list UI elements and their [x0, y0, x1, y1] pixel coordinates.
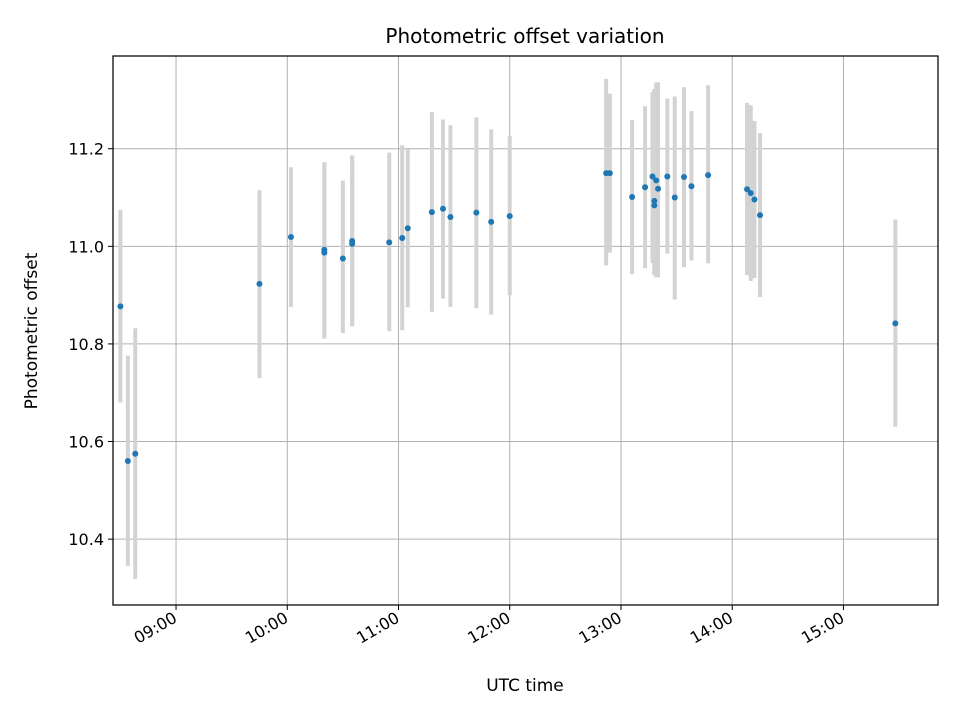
- data-point: [664, 173, 671, 180]
- data-point: [339, 255, 346, 262]
- y-tick-label: 11.2: [68, 140, 104, 159]
- chart-title: Photometric offset variation: [385, 24, 664, 48]
- data-point: [744, 186, 751, 193]
- data-point: [447, 214, 454, 221]
- data-point: [440, 205, 446, 212]
- data-point: [653, 177, 660, 184]
- data-point: [404, 225, 411, 232]
- y-tick-label: 11.0: [68, 237, 104, 256]
- data-point: [651, 197, 658, 204]
- data-point: [124, 458, 131, 465]
- data-point: [606, 170, 613, 177]
- data-point: [629, 194, 636, 201]
- y-tick-label: 10.8: [68, 335, 104, 354]
- y-axis: 10.4 10.6 10.8 11.0 11.2: [68, 140, 113, 549]
- data-points: [117, 170, 899, 465]
- data-point: [256, 280, 263, 287]
- data-point: [132, 450, 139, 457]
- data-point: [399, 235, 406, 242]
- data-point: [488, 218, 495, 225]
- data-point: [655, 185, 662, 192]
- plot-frame: [112, 55, 939, 606]
- data-point: [892, 320, 899, 327]
- data-point: [681, 174, 688, 181]
- data-point: [117, 303, 124, 310]
- data-point: [287, 234, 294, 241]
- y-axis-label: Photometric offset: [22, 252, 42, 409]
- data-point: [751, 196, 758, 203]
- data-point: [386, 239, 393, 246]
- data-point: [649, 173, 656, 180]
- data-point: [671, 194, 678, 201]
- data-point: [349, 240, 356, 247]
- y-tick-label: 10.6: [68, 433, 104, 452]
- data-point: [651, 202, 658, 209]
- grid: [113, 56, 938, 605]
- data-point: [705, 172, 712, 179]
- data-point: [321, 249, 328, 256]
- data-point: [428, 209, 435, 216]
- data-point: [747, 190, 754, 197]
- data-point: [688, 183, 695, 190]
- data-point: [473, 209, 480, 216]
- y-tick-label: 10.4: [68, 530, 104, 549]
- data-point: [506, 213, 513, 220]
- x-axis-label: UTC time: [486, 676, 564, 696]
- data-point: [642, 184, 649, 191]
- data-point: [757, 212, 764, 219]
